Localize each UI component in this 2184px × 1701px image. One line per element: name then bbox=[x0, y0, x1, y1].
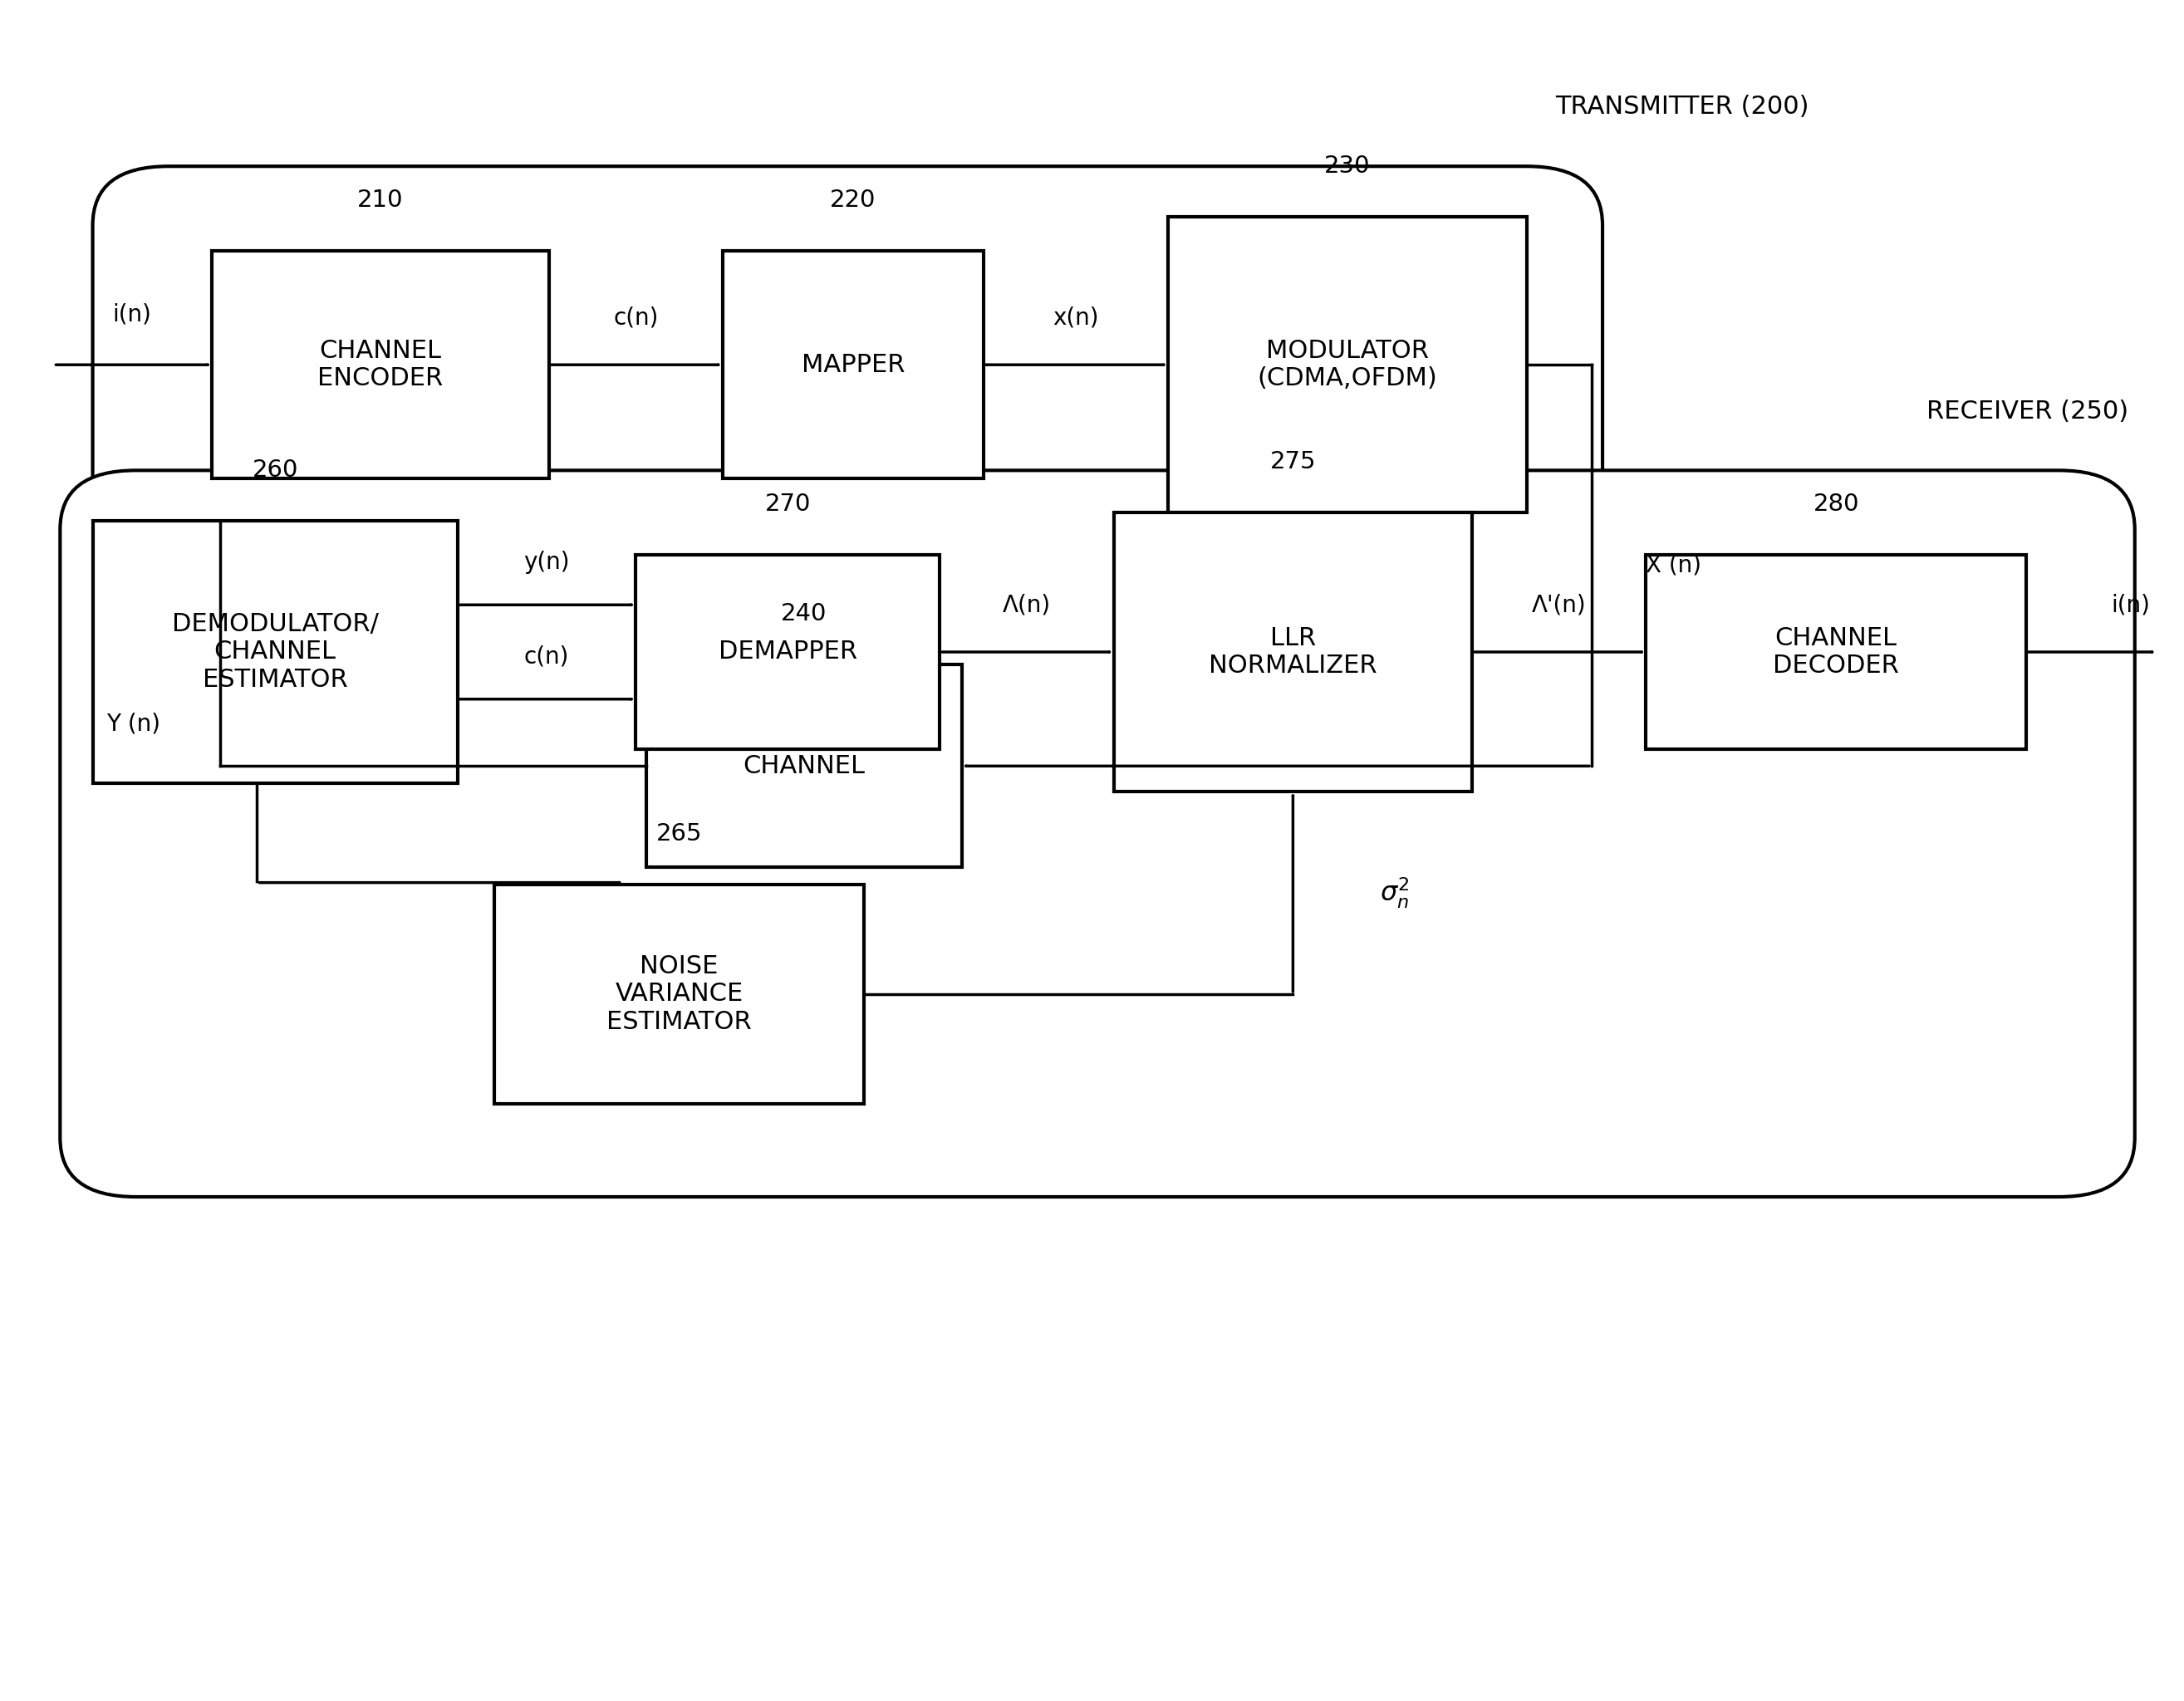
Text: 265: 265 bbox=[655, 822, 703, 845]
Text: 280: 280 bbox=[1813, 493, 1859, 515]
Text: TRANSMITTER (200): TRANSMITTER (200) bbox=[1555, 95, 1808, 119]
Text: X (n): X (n) bbox=[1647, 555, 1701, 577]
Text: DEMAPPER: DEMAPPER bbox=[719, 640, 858, 663]
Text: RECEIVER (250): RECEIVER (250) bbox=[1926, 400, 2127, 424]
FancyBboxPatch shape bbox=[61, 471, 2134, 1198]
Text: x(n): x(n) bbox=[1053, 306, 1099, 328]
FancyBboxPatch shape bbox=[636, 555, 939, 748]
Text: 230: 230 bbox=[1324, 155, 1369, 179]
FancyBboxPatch shape bbox=[646, 665, 961, 868]
FancyBboxPatch shape bbox=[494, 885, 865, 1104]
Text: CHANNEL
DECODER: CHANNEL DECODER bbox=[1773, 626, 1900, 679]
Text: $\sigma_n^2$: $\sigma_n^2$ bbox=[1380, 876, 1409, 910]
Text: LLR
NORMALIZER: LLR NORMALIZER bbox=[1208, 626, 1378, 679]
Text: y(n): y(n) bbox=[524, 551, 570, 575]
Text: c(n): c(n) bbox=[524, 645, 570, 668]
Text: MODULATOR
(CDMA,OFDM): MODULATOR (CDMA,OFDM) bbox=[1258, 338, 1437, 391]
Text: 240: 240 bbox=[782, 602, 828, 626]
Text: NOISE
VARIANCE
ESTIMATOR: NOISE VARIANCE ESTIMATOR bbox=[607, 954, 751, 1034]
FancyBboxPatch shape bbox=[92, 167, 1603, 563]
Text: 270: 270 bbox=[764, 493, 810, 515]
Text: 260: 260 bbox=[251, 459, 299, 481]
Text: Y (n): Y (n) bbox=[107, 713, 159, 735]
Text: CHANNEL
ENCODER: CHANNEL ENCODER bbox=[317, 338, 443, 391]
Text: Λ'(n): Λ'(n) bbox=[1531, 594, 1586, 616]
Text: MAPPER: MAPPER bbox=[802, 352, 904, 378]
Text: CHANNEL: CHANNEL bbox=[743, 754, 865, 777]
FancyBboxPatch shape bbox=[1647, 555, 2027, 748]
Text: Λ(n): Λ(n) bbox=[1002, 594, 1051, 616]
FancyBboxPatch shape bbox=[92, 521, 459, 782]
FancyBboxPatch shape bbox=[1168, 218, 1527, 512]
FancyBboxPatch shape bbox=[212, 250, 548, 478]
FancyBboxPatch shape bbox=[1114, 512, 1472, 791]
Text: DEMODULATOR/
CHANNEL
ESTIMATOR: DEMODULATOR/ CHANNEL ESTIMATOR bbox=[173, 612, 378, 692]
Text: 275: 275 bbox=[1269, 451, 1317, 473]
Text: i(n): i(n) bbox=[111, 303, 151, 325]
Text: 220: 220 bbox=[830, 189, 876, 211]
FancyBboxPatch shape bbox=[723, 250, 983, 478]
Text: i(n): i(n) bbox=[2112, 594, 2149, 616]
Text: c(n): c(n) bbox=[614, 306, 657, 328]
Text: 210: 210 bbox=[358, 189, 404, 211]
